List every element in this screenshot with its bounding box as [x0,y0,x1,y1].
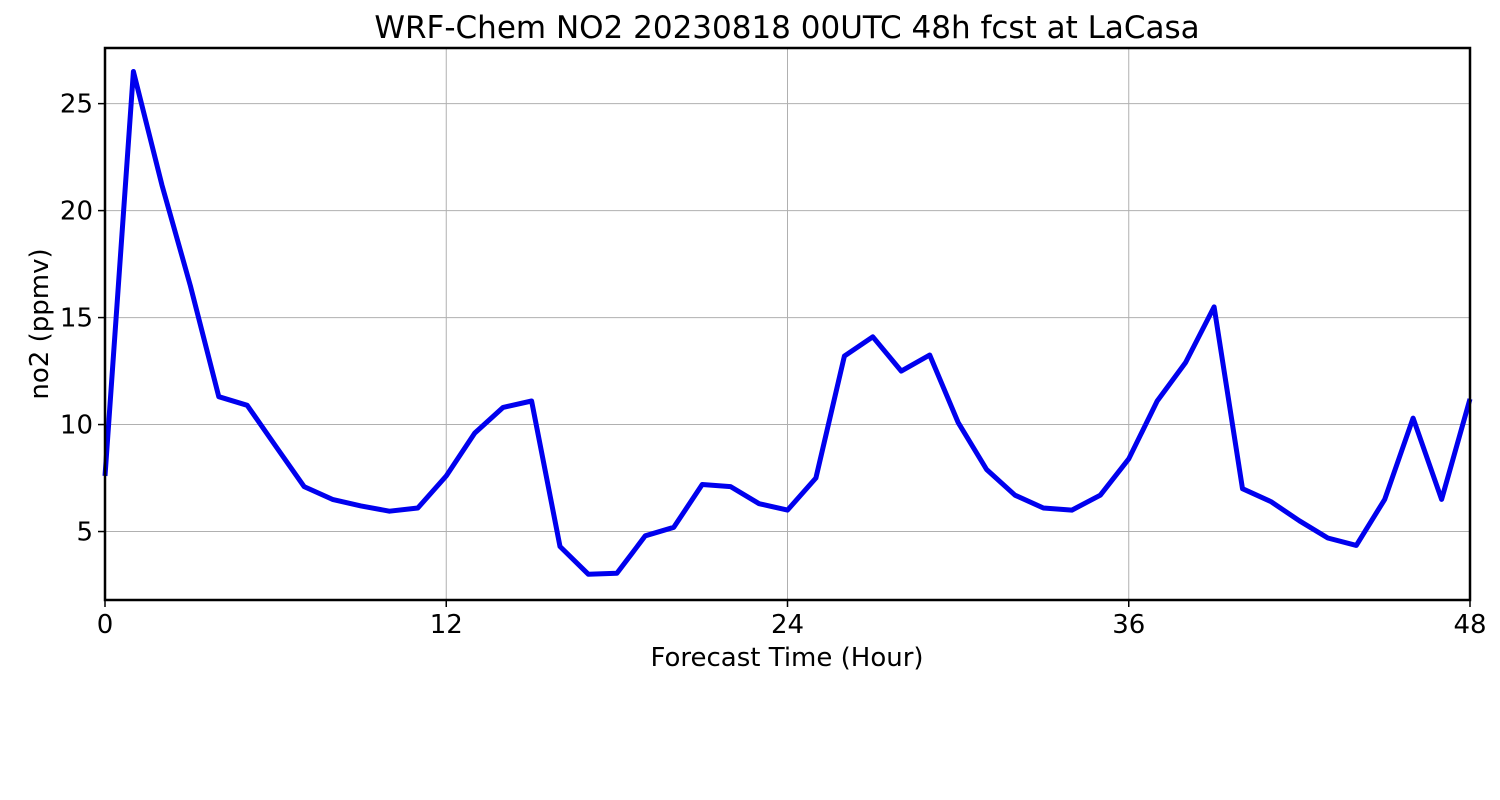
y-tick-label: 20 [60,197,93,227]
chart-title: WRF-Chem NO2 20230818 00UTC 48h fcst at … [374,10,1199,46]
y-axis-label: no2 (ppmv) [25,248,55,399]
x-tick-label: 36 [1112,610,1145,640]
y-axis: 5 10 15 20 25 [60,90,105,548]
x-tick-label: 24 [771,610,804,640]
y-tick-label: 10 [60,411,93,441]
x-axis-label: Forecast Time (Hour) [650,643,923,673]
no2-series-line [102,69,1473,577]
x-tick-label: 12 [430,610,463,640]
grid-layer [104,48,1471,600]
y-tick-label: 5 [76,518,93,548]
y-tick-label: 15 [60,304,93,334]
x-axis: 0 12 24 36 48 [97,600,1487,640]
y-tick-label: 25 [60,90,93,120]
x-tick-label: 0 [97,610,114,640]
x-tick-label: 48 [1453,610,1486,640]
series-layer [102,69,1473,577]
